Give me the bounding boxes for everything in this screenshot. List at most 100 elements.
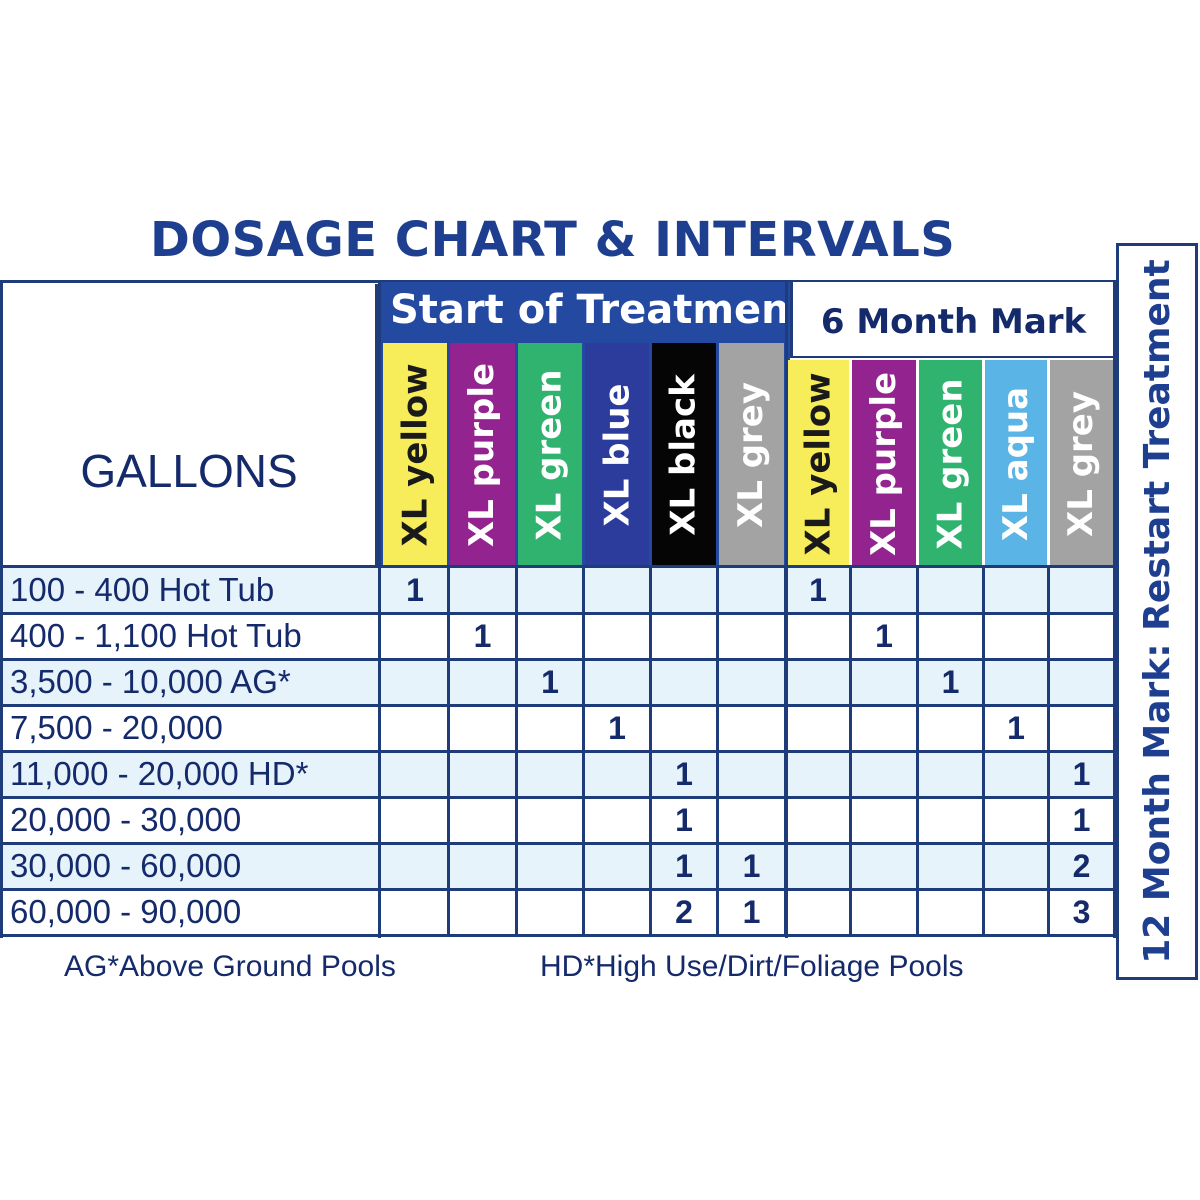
dosage-cell: 1	[675, 847, 693, 884]
dosage-cell	[450, 659, 515, 705]
dosage-cell	[518, 889, 582, 935]
dosage-cell	[585, 567, 649, 613]
grid-line	[378, 280, 381, 938]
table-row	[3, 797, 1115, 843]
dosage-cell	[985, 751, 1047, 797]
six-month-header: 6 Month Mark	[790, 282, 1114, 358]
dosage-cell: 1	[742, 893, 761, 930]
dosage-cell	[985, 613, 1047, 659]
gallons-header: GALLONS	[3, 284, 378, 567]
dosage-cell: 1	[675, 801, 693, 838]
column-header-xl-green: XL green	[518, 343, 582, 567]
dosage-cell	[383, 613, 447, 659]
dosage-cell	[1050, 705, 1113, 751]
table-row	[3, 705, 1115, 751]
dosage-cell	[652, 567, 716, 613]
dosage-cell: 1	[1007, 709, 1025, 746]
dosage-cell	[852, 567, 916, 613]
row-gallons-label: 11,000 - 20,000 HD*	[10, 755, 309, 792]
dosage-cell	[652, 613, 716, 659]
row-gallons-label: 100 - 400 Hot Tub	[10, 571, 275, 608]
dosage-cell	[652, 659, 716, 705]
dosage-cell	[1050, 613, 1113, 659]
dosage-cell	[852, 751, 916, 797]
dosage-cell	[585, 659, 649, 705]
dosage-cell	[719, 567, 784, 613]
dosage-cell	[450, 797, 515, 843]
column-header-label: XL yellow	[395, 363, 436, 547]
dosage-cell: 3	[1072, 893, 1091, 930]
column-header-label: XL purple	[864, 371, 905, 556]
dosage-cell	[585, 751, 649, 797]
footnote-ag: AG*Above Ground Pools	[64, 950, 396, 983]
table-row	[3, 567, 1115, 613]
column-header-xl-grey: XL grey	[1050, 360, 1113, 567]
dosage-cell	[585, 889, 649, 935]
dosage-cell	[450, 889, 515, 935]
row-gallons-label: 30,000 - 60,000	[10, 847, 242, 884]
dosage-cell	[852, 843, 916, 889]
grid-line	[785, 282, 788, 938]
chart-title: DOSAGE CHART & INTERVALS	[150, 212, 956, 268]
dosage-cell: 2	[1072, 847, 1091, 884]
dosage-cell	[919, 889, 982, 935]
dosage-cell: 1	[473, 617, 492, 654]
dosage-cell: 1	[941, 663, 960, 700]
dosage-cell	[787, 889, 849, 935]
dosage-cell: 2	[675, 893, 693, 930]
grid-line	[0, 796, 1116, 799]
dosage-cell	[787, 797, 849, 843]
column-header-xl-grey: XL grey	[719, 343, 784, 567]
table-row	[3, 751, 1115, 797]
dosage-cell	[383, 797, 447, 843]
dosage-cell	[450, 705, 515, 751]
footnote-hd: HD*High Use/Dirt/Foliage Pools	[540, 950, 964, 983]
dosage-cell	[919, 797, 982, 843]
dosage-cell	[518, 567, 582, 613]
dosage-cell	[719, 659, 784, 705]
grid-line	[0, 612, 1116, 615]
dosage-cell: 1	[809, 571, 827, 608]
grid-line	[0, 888, 1116, 891]
row-gallons-label: 7,500 - 20,000	[10, 709, 223, 746]
table-row	[3, 843, 1115, 889]
dosage-cell	[719, 705, 784, 751]
grid-line	[0, 280, 3, 938]
dosage-cell	[719, 797, 784, 843]
column-header-xl-purple: XL purple	[852, 360, 916, 567]
twelve-month-box: 12 Month Mark: Restart Treatment	[1116, 243, 1198, 980]
grid-line	[0, 934, 1116, 937]
row-gallons-label: 60,000 - 90,000	[10, 893, 242, 930]
table-row	[3, 659, 1115, 705]
dosage-cell	[383, 751, 447, 797]
dosage-cell	[919, 843, 982, 889]
dosage-cell	[787, 843, 849, 889]
dosage-cell	[719, 613, 784, 659]
column-header-label: XL grey	[731, 381, 772, 529]
column-header-label: XL green	[530, 369, 570, 541]
dosage-cell	[518, 705, 582, 751]
dosage-cell	[450, 751, 515, 797]
grid-line	[0, 704, 1116, 707]
dosage-cell	[518, 843, 582, 889]
dosage-cell	[450, 843, 515, 889]
dosage-cell	[919, 705, 982, 751]
grid-line	[1113, 282, 1116, 938]
start-of-treatment-header: Start of Treatmen	[380, 282, 790, 338]
dosage-cell	[852, 797, 916, 843]
grid-line	[0, 565, 1116, 568]
dosage-cell	[919, 751, 982, 797]
dosage-cell	[787, 659, 849, 705]
dosage-cell	[852, 659, 916, 705]
row-gallons-label: 3,500 - 10,000 AG*	[10, 663, 291, 700]
dosage-cell	[383, 843, 447, 889]
dosage-cell	[985, 659, 1047, 705]
dosage-cell	[985, 843, 1047, 889]
dosage-cell	[518, 613, 582, 659]
column-header-xl-yellow: XL yellow	[787, 360, 849, 567]
dosage-cell: 1	[1072, 755, 1091, 792]
dosage-cell: 1	[742, 847, 761, 884]
column-header-xl-black: XL black	[652, 343, 716, 567]
dosage-cell: 1	[541, 663, 559, 700]
twelve-month-label: 12 Month Mark: Restart Treatment	[1136, 259, 1178, 964]
